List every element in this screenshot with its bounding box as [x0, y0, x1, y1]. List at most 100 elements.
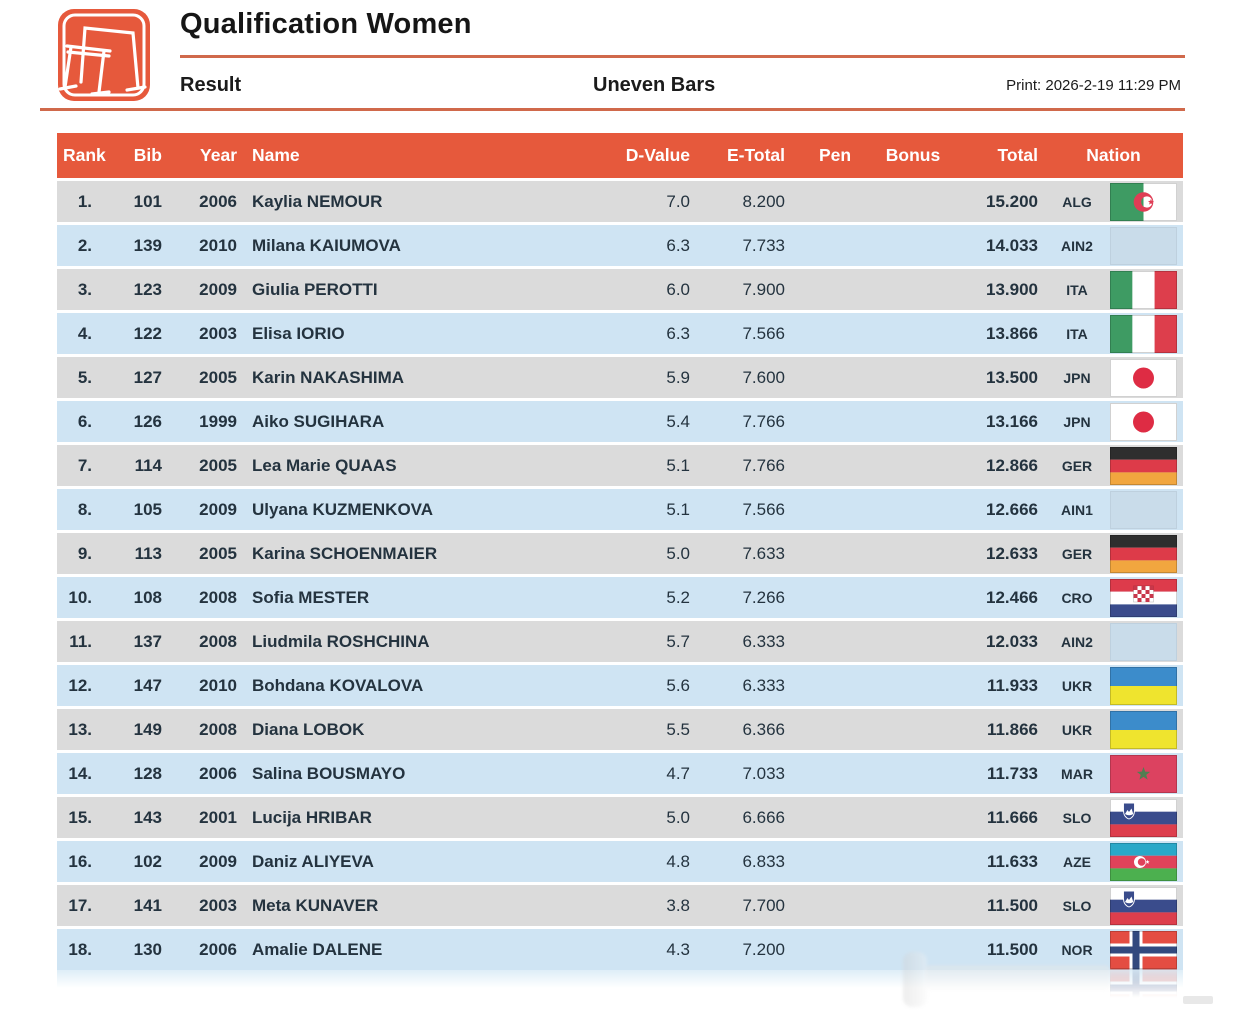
total-cell: 12.666	[986, 499, 1038, 519]
total-cell: 13.166	[986, 411, 1038, 431]
table-row: 5. 127 2005 Karin NAKASHIMA 5.9 7.600 13…	[57, 357, 1183, 398]
name-cell: Karin NAKASHIMA	[252, 367, 405, 387]
e-total-cell: 7.766	[742, 411, 785, 431]
rank-cell: 2.	[77, 235, 92, 255]
d-value-cell: 5.1	[666, 455, 690, 475]
year-cell: 2005	[199, 367, 237, 387]
d-value-cell: 7.0	[666, 191, 690, 211]
result-label: Result	[180, 74, 242, 96]
e-total-cell: 7.733	[742, 235, 785, 255]
rank-cell: 14.	[68, 763, 92, 783]
year-cell: 2009	[199, 499, 237, 519]
table-row: 14. 128 2006 Salina BOUSMAYO 4.7 7.033 1…	[57, 753, 1183, 794]
rank-cell: 3.	[77, 279, 92, 299]
col-header-etotal: E-Total	[726, 145, 785, 165]
name-cell: Kaylia NEMOUR	[252, 191, 383, 211]
slo-flag-icon	[1110, 797, 1183, 838]
bib-cell: 101	[133, 191, 162, 211]
table-header-row: Rank Bib Year Name D-Value E-Total Pen B…	[57, 133, 1183, 178]
d-value-cell: 6.0	[666, 279, 690, 299]
year-cell: 2010	[199, 235, 237, 255]
name-cell: Ulyana KUZMENKOVA	[252, 499, 434, 519]
bib-cell: 147	[133, 675, 162, 695]
d-value-cell: 4.8	[666, 851, 690, 871]
d-value-cell: 4.3	[666, 939, 690, 959]
d-value-cell: 6.3	[666, 323, 690, 343]
e-total-cell: 6.366	[742, 719, 785, 739]
year-cell: 2008	[199, 631, 237, 651]
total-cell: 15.200	[986, 191, 1038, 211]
e-total-cell: 7.766	[742, 455, 785, 475]
d-value-cell: 5.6	[666, 675, 690, 695]
name-cell: Diana LOBOK	[252, 719, 365, 739]
total-cell: 13.500	[986, 367, 1038, 387]
name-cell: Sofia MESTER	[252, 587, 370, 607]
ger-flag-icon	[1110, 445, 1183, 486]
total-cell: 12.866	[986, 455, 1038, 475]
d-value-cell: 5.4	[666, 411, 690, 431]
e-total-cell: 7.200	[742, 939, 785, 959]
col-header-bib: Bib	[133, 145, 162, 165]
bib-cell: 108	[133, 587, 162, 607]
table-row: 18. 130 2006 Amalie DALENE 4.3 7.200 11.…	[57, 929, 1183, 1007]
nation-code: CRO	[1061, 589, 1093, 606]
bib-cell: 143	[133, 807, 162, 827]
bib-cell: 122	[133, 323, 162, 343]
mar-flag-icon	[1110, 753, 1183, 794]
rank-cell: 4.	[77, 323, 92, 343]
total-cell: 11.500	[986, 939, 1038, 959]
total-cell: 13.900	[986, 279, 1038, 299]
ita-flag-icon	[1110, 313, 1183, 354]
rank-cell: 6.	[77, 411, 92, 431]
table-row: 9. 113 2005 Karina SCHOENMAIER 5.0 7.633…	[57, 533, 1183, 574]
ger-flag-icon	[1110, 533, 1183, 574]
d-value-cell: 5.1	[666, 499, 690, 519]
table-row: 3. 123 2009 Giulia PEROTTI 6.0 7.900 13.…	[57, 269, 1183, 310]
table-row: 7. 114 2005 Lea Marie QUAAS 5.1 7.766 12…	[57, 445, 1183, 486]
bib-cell: 127	[133, 367, 162, 387]
table-row: 8. 105 2009 Ulyana KUZMENKOVA 5.1 7.566 …	[57, 489, 1183, 530]
rank-cell: 8.	[77, 499, 92, 519]
rank-cell: 16.	[68, 851, 92, 871]
name-cell: Daniz ALIYEVA	[252, 851, 374, 871]
bib-cell: 130	[133, 939, 162, 959]
uneven-bars-icon	[58, 9, 150, 101]
total-cell: 11.933	[986, 675, 1038, 695]
ain-flag-icon	[1110, 489, 1183, 530]
year-cell: 2003	[199, 895, 237, 915]
rank-cell: 10.	[68, 587, 92, 607]
e-total-cell: 7.633	[742, 543, 785, 563]
e-total-cell: 6.666	[742, 807, 785, 827]
e-total-cell: 7.600	[742, 367, 785, 387]
col-header-pen: Pen	[818, 145, 852, 165]
rank-cell: 5.	[77, 367, 92, 387]
rank-cell: 7.	[77, 455, 92, 475]
year-cell: 2005	[199, 455, 237, 475]
nation-code: AIN2	[1061, 633, 1093, 650]
nation-code: AZE	[1063, 853, 1091, 870]
title-underline	[180, 55, 1185, 58]
nor-flag-icon	[1110, 929, 1183, 1007]
cro-flag-icon	[1110, 577, 1183, 618]
total-cell: 11.733	[986, 763, 1038, 783]
e-total-cell: 7.566	[742, 499, 785, 519]
name-cell: Aiko SUGIHARA	[252, 411, 385, 431]
d-value-cell: 4.7	[666, 763, 690, 783]
year-cell: 2009	[199, 851, 237, 871]
total-cell: 11.866	[986, 719, 1038, 739]
bib-cell: 149	[133, 719, 162, 739]
col-header-rank: Rank	[63, 145, 106, 165]
total-cell: 13.866	[986, 323, 1038, 343]
d-value-cell: 5.5	[666, 719, 690, 739]
table-row: 2. 139 2010 Milana KAIUMOVA 6.3 7.733 14…	[57, 225, 1183, 266]
nation-code: SLO	[1062, 897, 1092, 914]
table-row: 13. 149 2008 Diana LOBOK 5.5 6.366 11.86…	[57, 709, 1183, 750]
table-row: 12. 147 2010 Bohdana KOVALOVA 5.6 6.333 …	[57, 665, 1183, 706]
rank-cell: 1.	[77, 191, 92, 211]
rank-cell: 11.	[69, 631, 92, 651]
year-cell: 2010	[199, 675, 237, 695]
nation-code: UKR	[1061, 677, 1093, 694]
rank-cell: 13.	[68, 719, 92, 739]
d-value-cell: 5.0	[666, 807, 690, 827]
